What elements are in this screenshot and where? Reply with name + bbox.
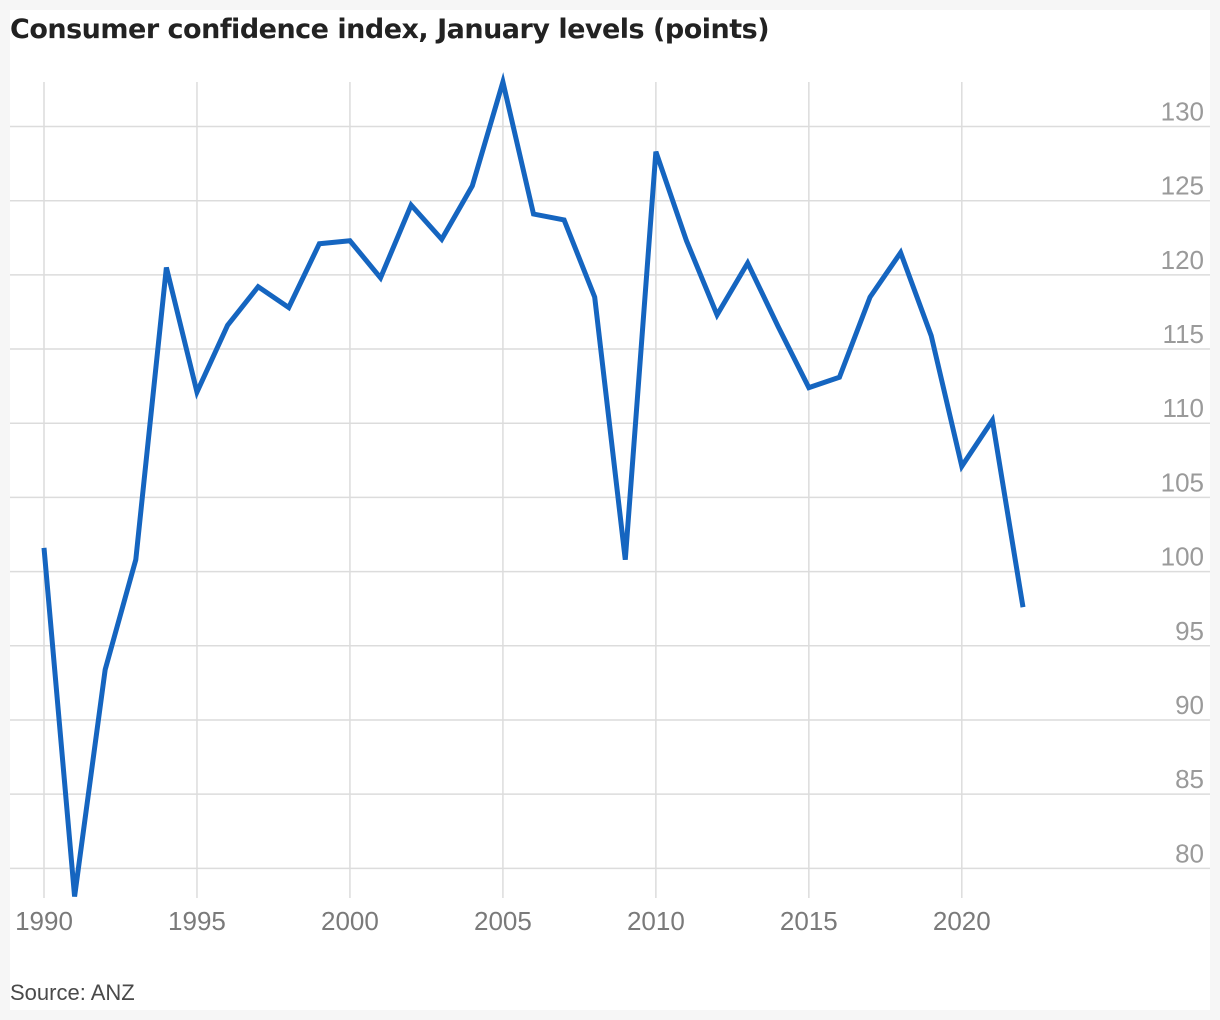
chart-card: Consumer confidence index, January level… [10, 10, 1210, 1010]
x-tick-label: 2020 [933, 906, 991, 936]
y-tick-label: 125 [1161, 171, 1204, 201]
y-tick-label: 120 [1161, 245, 1204, 275]
x-tick-label: 2015 [780, 906, 838, 936]
series-line [41, 72, 1026, 897]
y-tick-label: 90 [1175, 690, 1204, 720]
source-note: Source: ANZ [10, 980, 135, 1005]
y-tick-label: 115 [1163, 319, 1204, 349]
y-tick-label: 80 [1175, 838, 1204, 868]
x-tick-label: 2005 [474, 906, 532, 936]
y-tick-label: 95 [1175, 616, 1204, 646]
x-tick-label: 2010 [627, 906, 685, 936]
y-tick-label: 105 [1161, 467, 1204, 497]
x-tick-label: 1995 [168, 906, 226, 936]
y-tick-label: 100 [1161, 542, 1204, 572]
y-tick-label: 130 [1161, 97, 1204, 127]
x-tick-label: 2000 [321, 906, 379, 936]
line-chart: 80 85 90 95 100 105 110 115 120 125 130 1990 1995 200… [10, 72, 1210, 936]
x-tick-label: 1990 [15, 906, 73, 936]
chart-title: Consumer confidence index, January level… [10, 14, 770, 45]
y-tick-label: 85 [1175, 764, 1204, 794]
y-tick-label: 110 [1163, 393, 1204, 423]
